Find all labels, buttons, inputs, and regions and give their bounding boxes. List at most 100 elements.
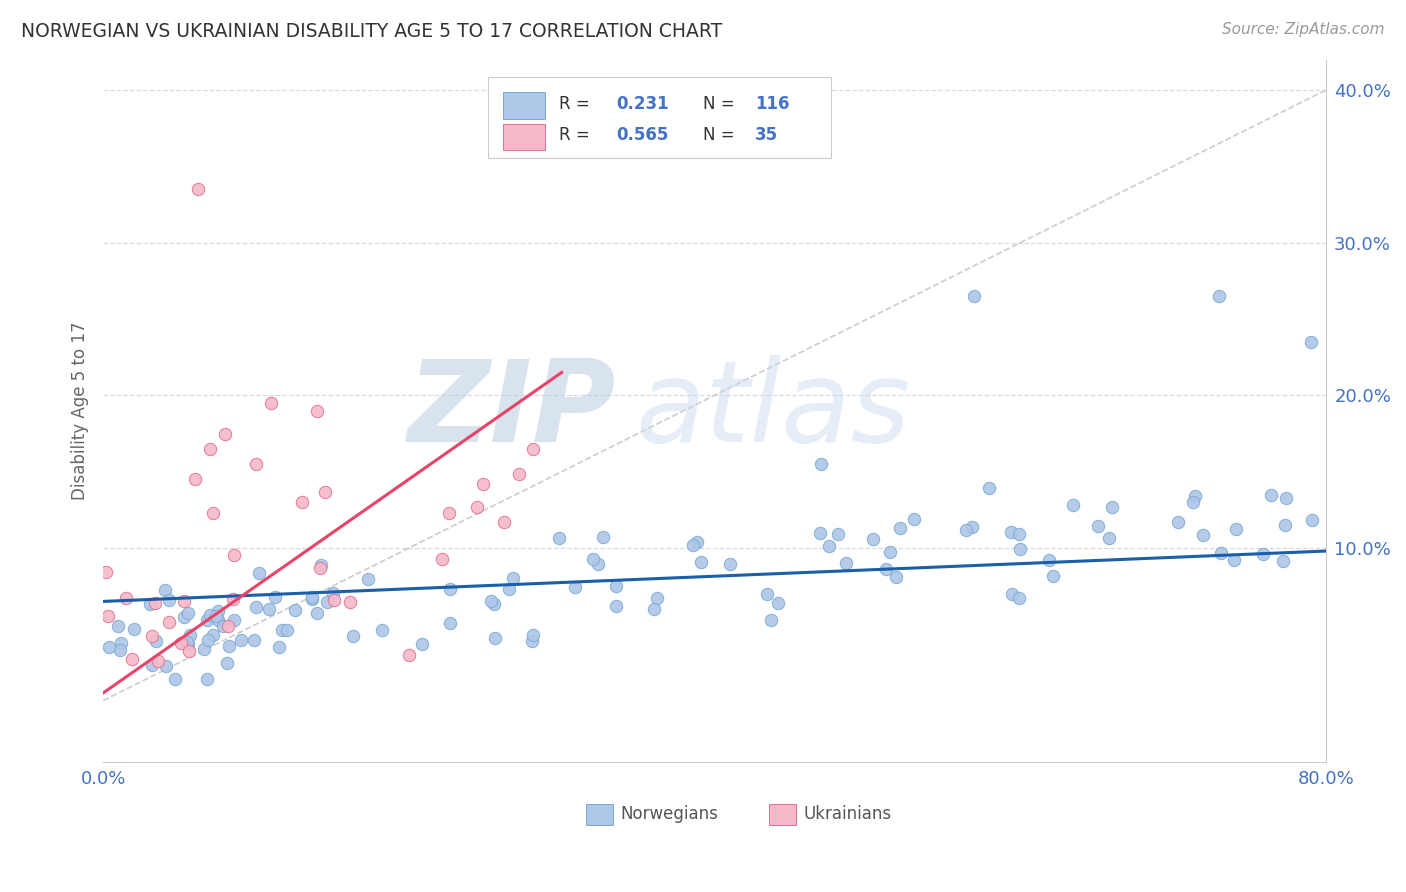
Point xyxy=(197,632,219,647)
Point xyxy=(465,500,488,515)
Point xyxy=(94,565,117,579)
Point xyxy=(173,610,195,624)
Point xyxy=(122,622,145,636)
Point xyxy=(153,583,176,598)
Point xyxy=(309,558,332,573)
Point xyxy=(827,527,849,541)
Point xyxy=(342,629,364,643)
Point xyxy=(564,580,586,594)
Point xyxy=(195,613,218,627)
Point xyxy=(165,672,187,686)
Point xyxy=(605,579,627,593)
Point xyxy=(148,654,170,668)
Point xyxy=(139,598,162,612)
Point xyxy=(547,531,569,545)
Point xyxy=(316,595,339,609)
Point xyxy=(482,597,505,611)
Point xyxy=(437,506,460,520)
Text: R =: R = xyxy=(560,95,595,112)
Point xyxy=(201,627,224,641)
Point xyxy=(592,531,614,545)
Point xyxy=(200,607,222,622)
Point xyxy=(690,555,713,569)
Point xyxy=(245,457,267,471)
Point xyxy=(1008,526,1031,541)
Point xyxy=(759,613,782,627)
Point xyxy=(1038,552,1060,566)
Point xyxy=(356,572,378,586)
Point xyxy=(121,651,143,665)
Point xyxy=(484,631,506,645)
Point xyxy=(963,289,986,303)
Point xyxy=(479,594,502,608)
Point xyxy=(502,571,524,585)
Point xyxy=(808,525,831,540)
Point xyxy=(198,442,221,456)
Point xyxy=(97,609,120,624)
Point xyxy=(176,634,198,648)
Point xyxy=(243,632,266,647)
Point xyxy=(977,482,1000,496)
Point xyxy=(157,593,180,607)
FancyBboxPatch shape xyxy=(586,804,613,825)
Point xyxy=(522,442,544,456)
Point xyxy=(177,637,200,651)
Point xyxy=(314,484,336,499)
Point xyxy=(588,558,610,572)
Point xyxy=(179,644,201,658)
Text: N =: N = xyxy=(703,127,741,145)
Point xyxy=(322,586,344,600)
FancyBboxPatch shape xyxy=(503,124,544,150)
Point xyxy=(432,551,454,566)
Point xyxy=(1181,495,1204,509)
Text: Norwegians: Norwegians xyxy=(620,805,718,823)
Point xyxy=(271,624,294,638)
Point xyxy=(108,642,131,657)
Text: R =: R = xyxy=(560,127,595,145)
Point xyxy=(201,506,224,520)
Point xyxy=(170,636,193,650)
Point xyxy=(411,637,433,651)
Point xyxy=(1191,528,1213,542)
Point xyxy=(97,640,120,654)
Point xyxy=(439,615,461,630)
Point xyxy=(269,640,291,655)
Point xyxy=(522,634,544,648)
FancyBboxPatch shape xyxy=(488,77,831,158)
Point xyxy=(308,560,330,574)
Point xyxy=(307,403,329,417)
Point xyxy=(1253,547,1275,561)
Point xyxy=(284,603,307,617)
Point xyxy=(212,618,235,632)
Point xyxy=(1271,554,1294,568)
Point xyxy=(1098,531,1121,545)
FancyBboxPatch shape xyxy=(503,92,544,119)
Point xyxy=(218,639,240,653)
Point xyxy=(173,594,195,608)
Point xyxy=(1062,498,1084,512)
Point xyxy=(508,467,530,482)
Point xyxy=(1167,515,1189,529)
Point xyxy=(1208,289,1230,303)
Text: atlas: atlas xyxy=(636,355,910,467)
Point xyxy=(645,591,668,606)
Text: 116: 116 xyxy=(755,95,789,112)
Point xyxy=(810,457,832,471)
Point xyxy=(215,656,238,670)
Point xyxy=(157,615,180,629)
Point xyxy=(718,557,741,571)
Point xyxy=(875,562,897,576)
Point xyxy=(605,599,627,613)
Point xyxy=(301,590,323,604)
Point xyxy=(245,599,267,614)
Point xyxy=(492,516,515,530)
Point xyxy=(1225,522,1247,536)
Point xyxy=(1301,513,1323,527)
Point xyxy=(682,538,704,552)
Text: 0.565: 0.565 xyxy=(617,127,669,145)
Point xyxy=(1299,334,1322,349)
FancyBboxPatch shape xyxy=(769,804,796,825)
Point xyxy=(818,539,841,553)
Text: 0.231: 0.231 xyxy=(617,95,669,112)
Point xyxy=(889,521,911,535)
